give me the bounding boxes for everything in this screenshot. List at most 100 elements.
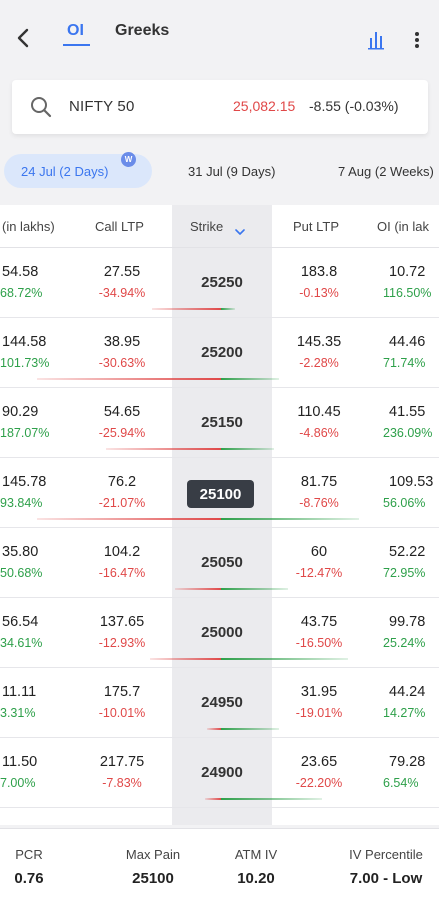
stat-label: IV Percentile bbox=[349, 847, 423, 862]
call-ltp-value[interactable]: 217.75 bbox=[99, 754, 145, 770]
put-ltp-change: -8.76% bbox=[299, 496, 339, 510]
table-row[interactable]: 145.78 93.84% 76.2 -21.07% 25100 81.75 -8.76% 1… bbox=[0, 458, 439, 528]
col-header-put-oi[interactable]: OI (in lak bbox=[377, 219, 430, 234]
call-oi-change: 68.72% bbox=[0, 286, 43, 300]
call-oi-value: 54.58 bbox=[2, 264, 39, 280]
top-bar: OI Greeks bbox=[0, 0, 439, 64]
put-oi-bar bbox=[221, 378, 279, 380]
put-oi-value: 10.72 bbox=[389, 264, 426, 280]
put-oi-change: 56.06% bbox=[383, 496, 426, 510]
expiry-chip[interactable]: 7 Aug (2 Weeks) bbox=[338, 163, 434, 179]
call-oi-bar bbox=[106, 448, 221, 450]
call-oi-change: 187.07% bbox=[0, 426, 50, 440]
put-ltp-change: -16.50% bbox=[295, 636, 343, 650]
row-divider bbox=[0, 597, 439, 598]
strike-price[interactable]: 25050 bbox=[201, 554, 243, 571]
active-tab-indicator bbox=[63, 44, 90, 46]
atm-strike-badge[interactable]: 25100 bbox=[187, 480, 254, 508]
stat-value: 25100 bbox=[132, 870, 174, 887]
tab-greeks[interactable]: Greeks bbox=[115, 22, 170, 39]
more-vertical-icon[interactable] bbox=[409, 30, 425, 50]
strike-price[interactable]: 25200 bbox=[201, 344, 243, 361]
put-oi-bar bbox=[221, 518, 359, 520]
call-ltp-value[interactable]: 175.7 bbox=[103, 684, 141, 700]
put-oi-bar bbox=[221, 658, 348, 660]
call-oi-change: 3.31% bbox=[0, 706, 36, 720]
put-ltp-value[interactable]: 110.45 bbox=[297, 404, 341, 420]
put-oi-bar bbox=[221, 798, 322, 800]
table-row[interactable]: 90.29 187.07% 54.65 -25.94% 25150 110.45 -4.86… bbox=[0, 388, 439, 458]
strike-price[interactable]: 25150 bbox=[201, 414, 243, 431]
put-ltp-value[interactable]: 23.65 bbox=[300, 754, 338, 770]
table-header: (in lakhs) Call LTP Strike Put LTP OI (i… bbox=[0, 205, 439, 248]
put-ltp-value[interactable]: 145.35 bbox=[296, 334, 342, 350]
put-ltp-value[interactable]: 81.75 bbox=[300, 474, 338, 490]
call-ltp-value[interactable]: 38.95 bbox=[103, 334, 141, 350]
call-oi-change: 34.61% bbox=[0, 636, 43, 650]
call-ltp-value[interactable]: 54.65 bbox=[103, 404, 141, 420]
put-ltp-value[interactable]: 60 bbox=[310, 544, 328, 560]
put-oi-value: 52.22 bbox=[389, 544, 426, 560]
strike-price[interactable]: 24950 bbox=[201, 694, 243, 711]
back-arrow-icon[interactable] bbox=[12, 24, 34, 52]
put-ltp-change: -12.47% bbox=[295, 566, 343, 580]
table-row[interactable]: 11.11 3.31% 175.7 -10.01% 24950 31.95 -19.01% 4… bbox=[0, 668, 439, 738]
col-header-strike[interactable]: Strike bbox=[190, 219, 224, 234]
stat-label: ATM IV bbox=[234, 847, 278, 862]
table-row[interactable]: 35.80 50.68% 104.2 -16.47% 25050 60 -12.47% 52.… bbox=[0, 528, 439, 598]
call-ltp-change: -16.47% bbox=[98, 566, 146, 580]
put-oi-value: 41.55 bbox=[389, 404, 426, 420]
stat-pcr: PCR 0.76 bbox=[8, 847, 50, 887]
put-oi-value: 109.53 bbox=[389, 474, 434, 490]
expiry-chip[interactable]: 31 Jul (9 Days) bbox=[188, 163, 276, 179]
put-oi-value: 44.24 bbox=[389, 684, 426, 700]
put-oi-change: 14.27% bbox=[383, 706, 426, 720]
call-oi-value: 56.54 bbox=[2, 614, 39, 630]
call-oi-bar bbox=[207, 728, 221, 730]
table-row[interactable]: 144.58 101.73% 38.95 -30.63% 25200 145.35 -2.2… bbox=[0, 318, 439, 388]
call-ltp-value[interactable]: 137.65 bbox=[99, 614, 145, 630]
row-divider bbox=[0, 527, 439, 528]
call-oi-bar bbox=[205, 798, 221, 800]
table-row[interactable]: 56.54 34.61% 137.65 -12.93% 25000 43.75 -16.50… bbox=[0, 598, 439, 668]
expiry-label: 24 Jul (2 Days) bbox=[21, 163, 109, 179]
put-oi-change: 236.09% bbox=[383, 426, 433, 440]
put-oi-value: 79.28 bbox=[389, 754, 426, 770]
expiry-chip-active[interactable]: 24 Jul (2 Days) W bbox=[4, 152, 152, 188]
table-row[interactable]: 11.50 7.00% 217.75 -7.83% 24900 23.65 -22.20% 7… bbox=[0, 738, 439, 808]
put-ltp-change: -19.01% bbox=[295, 706, 343, 720]
col-header-call-oi[interactable]: (in lakhs) bbox=[2, 219, 55, 234]
call-oi-bar bbox=[37, 518, 221, 520]
call-oi-bar bbox=[37, 378, 221, 380]
call-oi-value: 90.29 bbox=[2, 404, 39, 420]
put-ltp-value[interactable]: 31.95 bbox=[300, 684, 338, 700]
call-ltp-change: -21.07% bbox=[98, 496, 146, 510]
call-ltp-value[interactable]: 27.55 bbox=[103, 264, 141, 280]
index-search-bar[interactable]: NIFTY 50 25,082.15 -8.55 (-0.03%) bbox=[12, 80, 428, 134]
strike-price[interactable]: 25250 bbox=[201, 274, 243, 291]
stat-value: 10.20 bbox=[237, 870, 275, 887]
call-oi-bar bbox=[152, 308, 221, 310]
put-oi-bar bbox=[221, 588, 288, 590]
chevron-down-icon[interactable] bbox=[235, 223, 245, 235]
call-ltp-change: -34.94% bbox=[98, 286, 146, 300]
call-ltp-value[interactable]: 104.2 bbox=[103, 544, 141, 560]
col-header-call-ltp[interactable]: Call LTP bbox=[95, 219, 144, 234]
option-chain-table[interactable]: (in lakhs) Call LTP Strike Put LTP OI (i… bbox=[0, 205, 439, 825]
stat-iv-percentile: IV Percentile 7.00 - Low bbox=[336, 847, 436, 887]
call-ltp-value[interactable]: 76.2 bbox=[107, 474, 137, 490]
index-change: -8.55 (-0.03%) bbox=[309, 98, 399, 114]
col-header-put-ltp[interactable]: Put LTP bbox=[293, 219, 340, 234]
put-ltp-value[interactable]: 183.8 bbox=[300, 264, 338, 280]
bar-chart-icon[interactable] bbox=[365, 30, 387, 50]
call-oi-value: 144.58 bbox=[2, 334, 47, 350]
put-oi-bar bbox=[221, 728, 279, 730]
table-row[interactable]: 54.58 68.72% 27.55 -34.94% 25250 183.8 -0.13% 1… bbox=[0, 248, 439, 318]
stat-max-pain: Max Pain 25100 bbox=[103, 847, 203, 887]
tab-oi[interactable]: OI bbox=[67, 22, 84, 39]
call-oi-change: 50.68% bbox=[0, 566, 43, 580]
index-name: NIFTY 50 bbox=[69, 98, 135, 115]
strike-price[interactable]: 24900 bbox=[201, 764, 243, 781]
strike-price[interactable]: 25000 bbox=[201, 624, 243, 641]
put-ltp-value[interactable]: 43.75 bbox=[300, 614, 338, 630]
